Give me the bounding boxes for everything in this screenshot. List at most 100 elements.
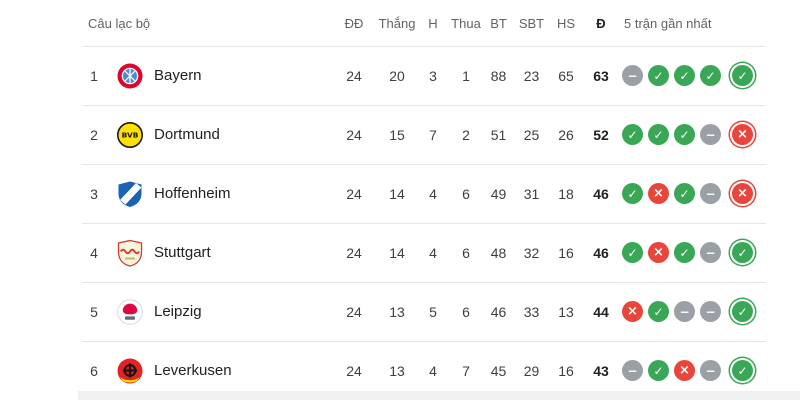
stat-wins: 14 [389, 185, 405, 202]
stuttgart-logo [108, 239, 152, 267]
match-draw-icon[interactable]: − [700, 124, 721, 145]
last5-icons: × ✓ − − ✓ [618, 301, 786, 322]
stat-losses: 7 [462, 362, 470, 379]
stat-ga: 29 [523, 362, 540, 379]
table-row[interactable]: 1 Bayern 24 20 3 1 88 23 65 63 − ✓ ✓ ✓ ✓ [0, 46, 800, 105]
header-losses: Thua [451, 15, 481, 31]
match-loss-icon[interactable]: × [648, 242, 669, 263]
stat-gf: 46 [490, 303, 507, 320]
stat-ga: 32 [523, 244, 540, 261]
stat-ga: 33 [523, 303, 540, 320]
rank: 6 [90, 362, 98, 379]
match-win-icon[interactable]: ✓ [622, 183, 643, 204]
match-loss-icon[interactable]: × [674, 360, 695, 381]
stat-draws: 7 [429, 126, 437, 143]
last5-icons: ✓ × ✓ − ✓ [618, 242, 786, 263]
stat-ga: 23 [523, 67, 540, 84]
match-draw-icon[interactable]: − [622, 65, 643, 86]
bayern-logo [108, 62, 152, 90]
stat-played: 24 [346, 244, 362, 261]
header-played: ĐĐ [344, 15, 364, 31]
stat-points: 63 [593, 67, 609, 84]
match-win-icon[interactable]: ✓ [732, 242, 753, 263]
leverkusen-logo [108, 357, 152, 385]
match-win-icon[interactable]: ✓ [648, 65, 669, 86]
team-name[interactable]: Hoffenheim [154, 185, 231, 202]
stat-losses: 6 [462, 244, 470, 261]
stat-points: 44 [593, 303, 609, 320]
match-win-icon[interactable]: ✓ [732, 65, 753, 86]
stat-gd: 13 [558, 303, 574, 320]
stat-wins: 13 [389, 303, 405, 320]
table-header: Câu lạc bộ ĐĐ Thắng H Thua BT SBT HS Đ 5… [0, 0, 800, 46]
team-name[interactable]: Bayern [154, 67, 202, 84]
match-draw-icon[interactable]: − [700, 301, 721, 322]
match-loss-icon[interactable]: × [732, 124, 753, 145]
team-name[interactable]: Leipzig [154, 303, 202, 320]
match-win-icon[interactable]: ✓ [674, 65, 695, 86]
match-draw-icon[interactable]: − [700, 242, 721, 263]
match-loss-icon[interactable]: × [732, 183, 753, 204]
stat-played: 24 [346, 362, 362, 379]
header-last5: 5 trận gần nhất [624, 15, 712, 31]
header-draws: H [428, 15, 438, 31]
stat-played: 24 [346, 67, 362, 84]
rank: 1 [90, 67, 98, 84]
match-win-icon[interactable]: ✓ [674, 242, 695, 263]
stat-played: 24 [346, 185, 362, 202]
svg-text:BVB: BVB [122, 130, 139, 139]
stat-draws: 4 [429, 244, 437, 261]
last5-icons: − ✓ ✓ ✓ ✓ [618, 65, 786, 86]
stat-points: 43 [593, 362, 609, 379]
stat-losses: 1 [462, 67, 470, 84]
table-row[interactable]: 4 Stuttgart 24 14 4 6 48 32 16 46 ✓ × ✓ − ✓ [0, 223, 800, 282]
match-draw-icon[interactable]: − [700, 360, 721, 381]
leipzig-logo [108, 298, 152, 326]
stat-played: 24 [346, 126, 362, 143]
stat-gd: 26 [558, 126, 574, 143]
rank: 4 [90, 244, 98, 261]
table-row[interactable]: 3 Hoffenheim 24 14 4 6 49 31 18 46 ✓ × ✓ − × [0, 164, 800, 223]
match-win-icon[interactable]: ✓ [648, 360, 669, 381]
header-club: Câu lạc bộ [88, 15, 151, 31]
dortmund-logo: BVB [108, 121, 152, 149]
last5-icons: ✓ × ✓ − × [618, 183, 786, 204]
match-win-icon[interactable]: ✓ [674, 124, 695, 145]
header-points: Đ [596, 15, 606, 31]
hoffenheim-logo [108, 180, 152, 208]
match-win-icon[interactable]: ✓ [732, 301, 753, 322]
rank: 5 [90, 303, 98, 320]
last5-icons: − ✓ × − ✓ [618, 360, 786, 381]
stat-draws: 4 [429, 362, 437, 379]
stat-gf: 51 [490, 126, 507, 143]
match-draw-icon[interactable]: − [700, 183, 721, 204]
match-win-icon[interactable]: ✓ [622, 124, 643, 145]
header-goals-for: BT [490, 15, 507, 31]
match-loss-icon[interactable]: × [622, 301, 643, 322]
stat-wins: 13 [389, 362, 405, 379]
team-name[interactable]: Stuttgart [154, 244, 211, 261]
team-name[interactable]: Dortmund [154, 126, 220, 143]
stat-played: 24 [346, 303, 362, 320]
match-win-icon[interactable]: ✓ [700, 65, 721, 86]
table-row[interactable]: 5 Leipzig 24 13 5 6 46 33 13 44 × ✓ − − ✓ [0, 282, 800, 341]
table-row[interactable]: 2 BVB Dortmund 24 15 7 2 51 25 26 52 ✓ ✓ ✓… [0, 105, 800, 164]
match-win-icon[interactable]: ✓ [648, 124, 669, 145]
match-win-icon[interactable]: ✓ [648, 301, 669, 322]
team-name[interactable]: Leverkusen [154, 362, 232, 379]
match-loss-icon[interactable]: × [648, 183, 669, 204]
match-win-icon[interactable]: ✓ [674, 183, 695, 204]
stat-losses: 6 [462, 185, 470, 202]
stat-wins: 20 [389, 67, 405, 84]
match-draw-icon[interactable]: − [674, 301, 695, 322]
stat-draws: 4 [429, 185, 437, 202]
match-draw-icon[interactable]: − [622, 360, 643, 381]
stat-wins: 14 [389, 244, 405, 261]
match-win-icon[interactable]: ✓ [622, 242, 643, 263]
header-goal-diff: HS [556, 15, 576, 31]
stat-points: 46 [593, 185, 609, 202]
stat-losses: 6 [462, 303, 470, 320]
match-win-icon[interactable]: ✓ [732, 360, 753, 381]
stat-points: 46 [593, 244, 609, 261]
table-row[interactable]: 6 Leverkusen 24 13 4 7 45 29 16 43 − ✓ × − ✓ [0, 341, 800, 400]
